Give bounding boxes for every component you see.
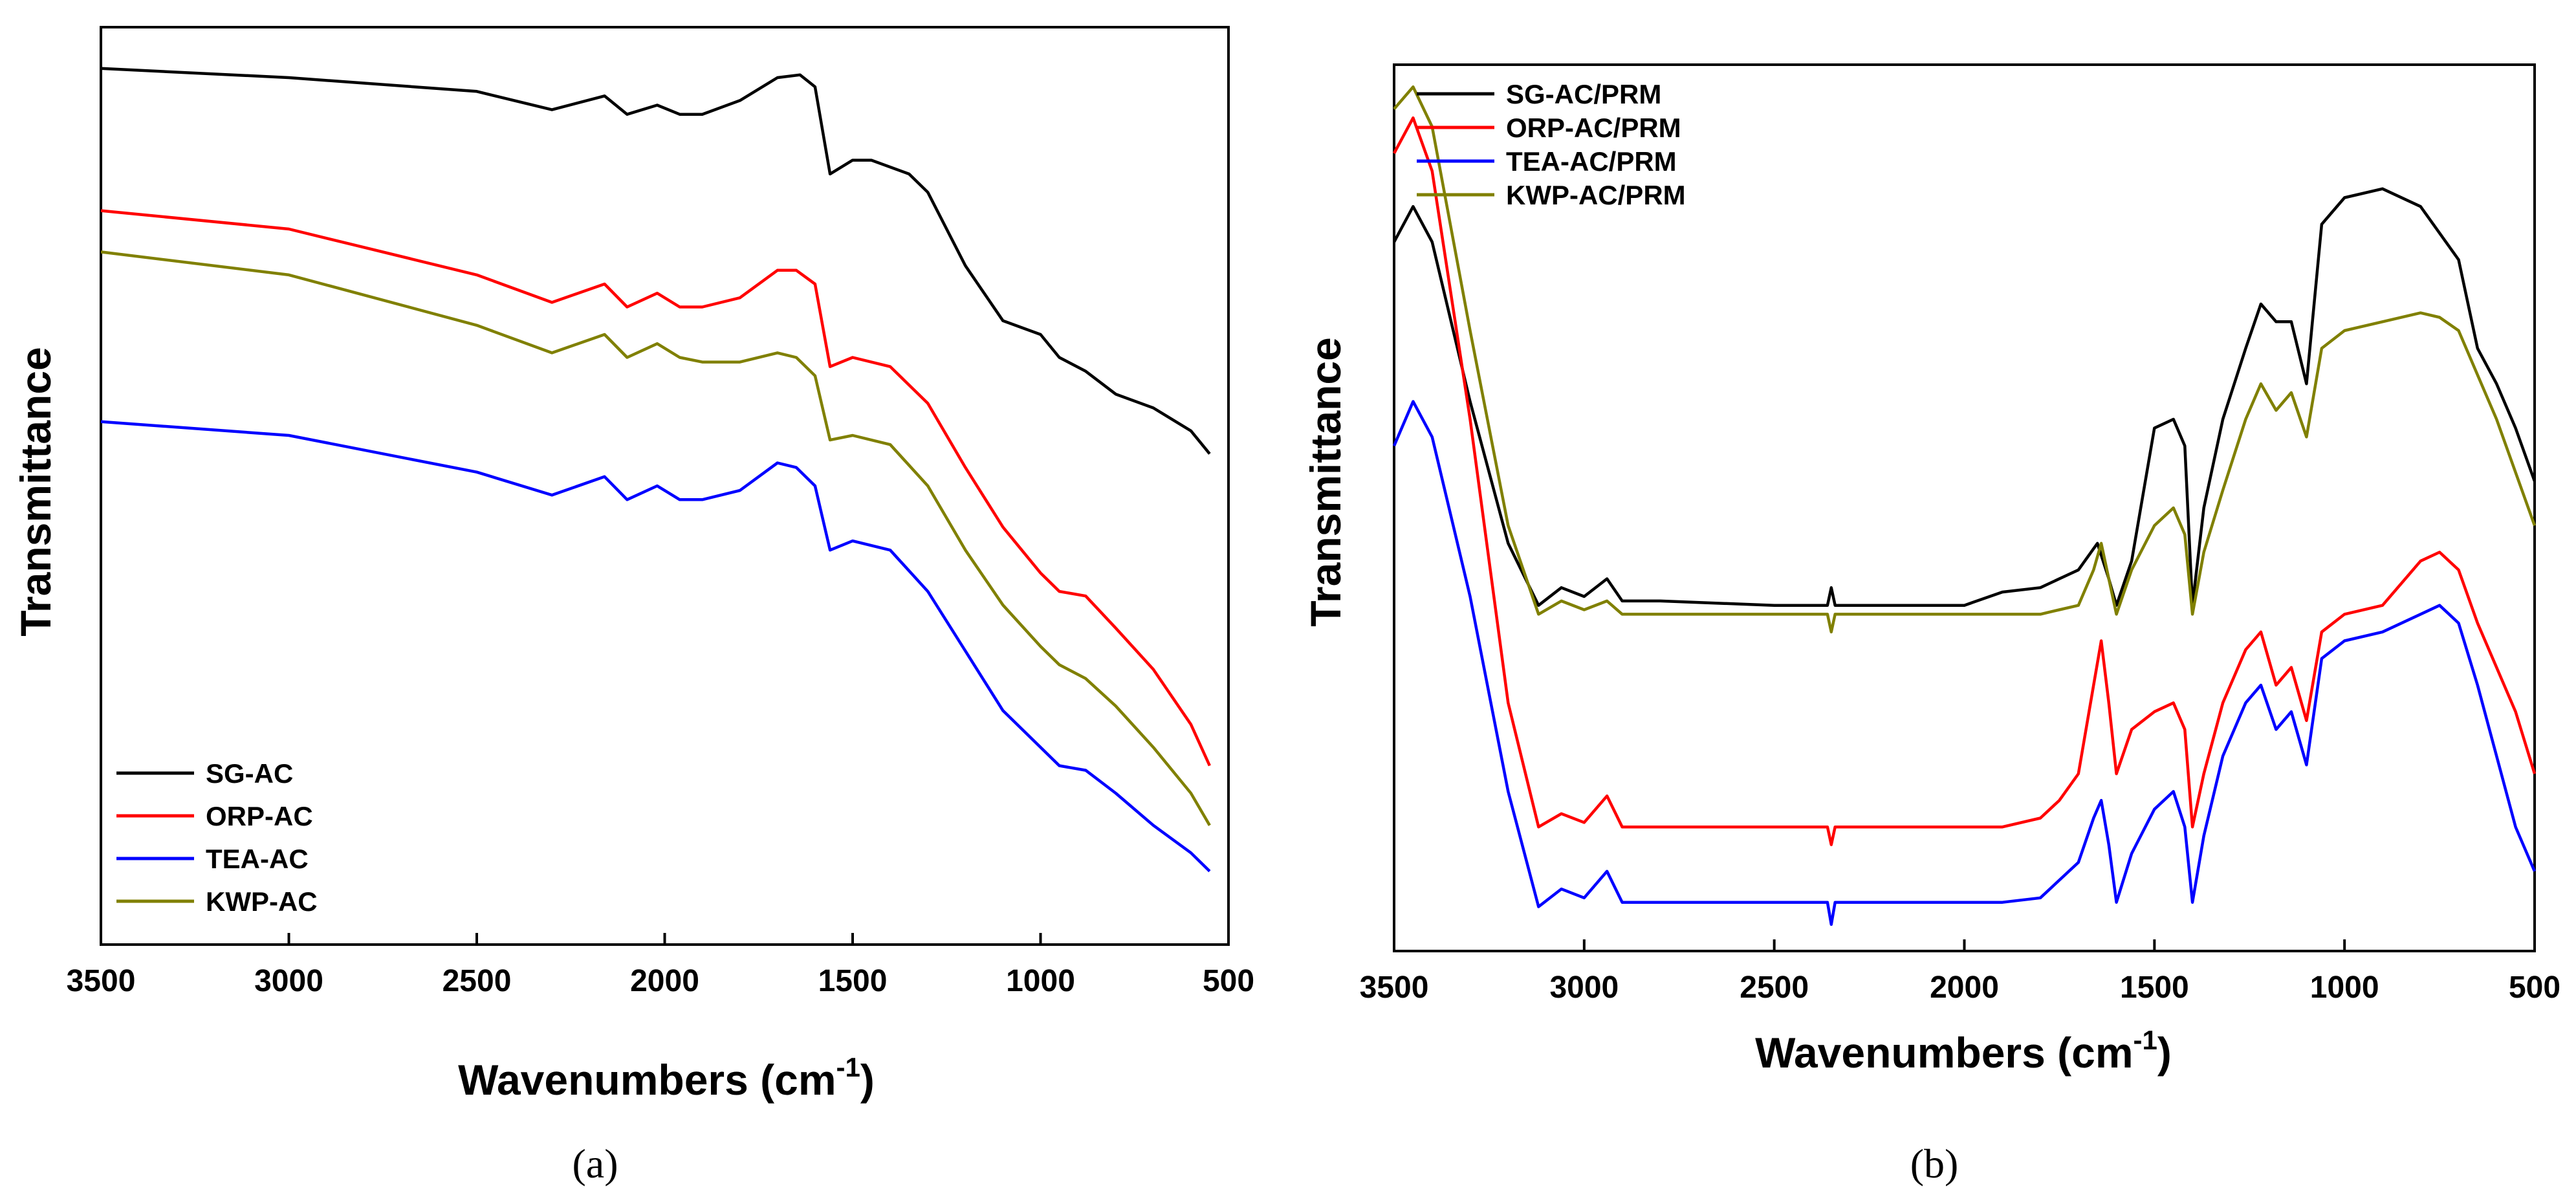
traces-a bbox=[100, 67, 1211, 873]
x-tick-label-1500: 1500 bbox=[2120, 970, 2189, 1005]
legend-label-kwp-ac: KWP-AC bbox=[206, 886, 318, 917]
series-line-sg-ac/prm bbox=[1393, 187, 2537, 607]
x-tick-label-3500: 3500 bbox=[67, 964, 136, 998]
legend-label-kwp-ac/prm: KWP-AC/PRM bbox=[1506, 180, 1686, 210]
legend-label-tea-ac: TEA-AC bbox=[206, 844, 309, 874]
series-line-kwp-ac/prm bbox=[1393, 85, 2537, 634]
x-tick-label-3000: 3000 bbox=[254, 964, 323, 998]
x-axis-title-b: Wavenumbers (cm-1) bbox=[1755, 1025, 2172, 1077]
x-axis-b: 3500 3000 2500 2000 1500 1000 500 bbox=[1360, 939, 2560, 1005]
traces-b bbox=[1392, 85, 2537, 926]
panel-a: 3500 3000 2500 2000 1500 1000 500 SG-AC ORP-AC T… bbox=[12, 26, 1254, 1187]
series-line-orp-ac/prm bbox=[1393, 116, 2537, 846]
y-axis-title-a: Transmittance bbox=[12, 347, 60, 637]
x-tick-label-2000: 2000 bbox=[630, 964, 699, 998]
legend-label-orp-ac/prm: ORP-AC/PRM bbox=[1506, 113, 1681, 143]
x-tick-label-1000: 1000 bbox=[1006, 964, 1075, 998]
x-axis-title-b-close: ) bbox=[2157, 1029, 2172, 1077]
caption-b: (b) bbox=[1910, 1141, 1959, 1187]
legend-label-sg-ac/prm: SG-AC/PRM bbox=[1506, 79, 1661, 109]
series-line-tea-ac bbox=[100, 420, 1211, 873]
series-line-sg-ac bbox=[100, 67, 1211, 455]
legend-label-orp-ac: ORP-AC bbox=[206, 801, 313, 831]
x-axis-title-a-text: Wavenumbers (cm bbox=[458, 1056, 836, 1104]
x-axis-a: 3500 3000 2500 2000 1500 1000 500 bbox=[67, 933, 1254, 998]
x-tick-label-1500: 1500 bbox=[818, 964, 888, 998]
x-tick-label-2500: 2500 bbox=[1740, 970, 1809, 1005]
x-tick-label-2500: 2500 bbox=[442, 964, 512, 998]
caption-a: (a) bbox=[572, 1141, 618, 1187]
x-axis-title-a: Wavenumbers (cm-1) bbox=[458, 1052, 875, 1104]
legend-label-sg-ac: SG-AC bbox=[206, 758, 293, 789]
x-tick-label-500: 500 bbox=[2509, 970, 2560, 1005]
x-tick-label-3500: 3500 bbox=[1360, 970, 1429, 1005]
series-line-orp-ac bbox=[100, 209, 1211, 767]
series-line-tea-ac/prm bbox=[1392, 400, 2537, 926]
x-tick-label-2000: 2000 bbox=[1930, 970, 1999, 1005]
panel-b: 3500 3000 2500 2000 1500 1000 500 SG-AC/PRM ORP… bbox=[1302, 63, 2560, 1187]
x-axis-title-a-close: ) bbox=[860, 1056, 875, 1104]
x-tick-label-1000: 1000 bbox=[2310, 970, 2379, 1005]
y-axis-title-b: Transmittance bbox=[1302, 337, 1349, 627]
x-axis-title-b-sup: -1 bbox=[2134, 1025, 2157, 1055]
x-axis-title-a-sup: -1 bbox=[836, 1052, 860, 1082]
x-tick-label-500: 500 bbox=[1203, 964, 1254, 998]
legend-label-tea-ac/prm: TEA-AC/PRM bbox=[1506, 146, 1677, 177]
x-axis-title-b-text: Wavenumbers (cm bbox=[1755, 1029, 2133, 1077]
series-line-kwp-ac bbox=[100, 250, 1211, 826]
legend-a: SG-AC ORP-AC TEA-AC KWP-AC bbox=[116, 758, 318, 917]
x-tick-label-3000: 3000 bbox=[1549, 970, 1619, 1005]
